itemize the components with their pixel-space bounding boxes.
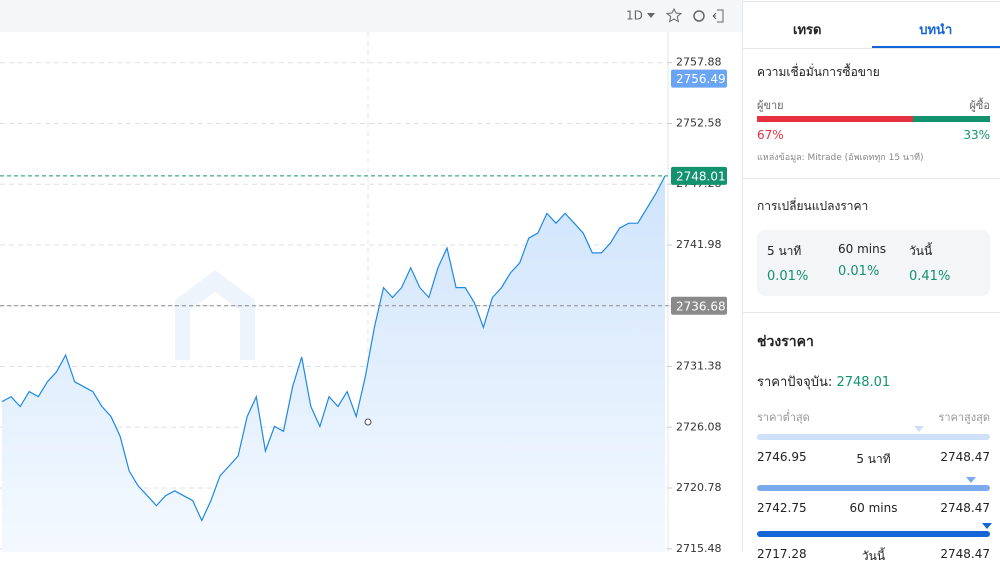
current-marker (966, 477, 976, 483)
sell-label: ผู้ขาย (757, 96, 784, 114)
period: 60 mins (838, 242, 909, 256)
range-low: 2742.75 (757, 501, 807, 515)
y-tick-label: 2741.98 (676, 238, 722, 251)
change-value: 0.01% (767, 269, 838, 284)
tab[interactable]: เทรด (743, 16, 872, 48)
side-panel: เทรด บทนำ ความเชื่อมั่นการซื้อขาย ผู้ขาย… (742, 0, 1000, 552)
change-value: 0.41% (909, 269, 980, 284)
range-low: 2746.95 (757, 450, 807, 469)
section-title: ความเชื่อมั่นการซื้อขาย (757, 63, 990, 82)
price-tag-label: 2748.01 (676, 169, 726, 183)
cursor-point (365, 419, 371, 425)
page: 1D 2757.882752.582747.282741.982736.6827… (0, 0, 1000, 552)
current-marker (914, 426, 924, 432)
range-bar (757, 434, 990, 440)
section-title: การเปลี่ยนแปลงราคา (757, 197, 990, 216)
tabs: เทรด บทนำ (743, 1, 1000, 49)
range-track (757, 430, 990, 440)
sentiment-bar (757, 116, 990, 122)
range-track (757, 481, 990, 491)
range-bar (757, 485, 990, 491)
range-high: 2748.47 (940, 501, 990, 515)
current-price: 2748.01 (836, 375, 890, 390)
y-tick-label: 2757.88 (676, 56, 722, 69)
source: แหล่งข้อมูล: Mitrade (อัพเดททุก 15 นาที) (757, 150, 990, 164)
range-bar (757, 531, 990, 537)
range-period: 60 mins (850, 501, 898, 515)
range-low: 2717.28 (757, 547, 807, 566)
current-marker (982, 523, 992, 529)
interval[interactable]: 1D (626, 9, 643, 23)
price-tag-label: 2756.49 (676, 72, 726, 86)
range-track (757, 527, 990, 537)
period: 5 นาที (767, 242, 838, 261)
tab-active[interactable]: บทนำ (872, 16, 1000, 48)
section-title: ช่วงราคา (757, 331, 990, 353)
buy-bar (913, 116, 990, 122)
area (2, 176, 665, 552)
period: วันนี้ (909, 242, 980, 261)
chart: 1D 2757.882752.582747.282741.982736.6827… (0, 0, 742, 552)
range-period: 5 นาที (856, 450, 890, 469)
price-tag-label: 2736.68 (676, 299, 726, 313)
y-tick-label: 2715.48 (676, 542, 722, 552)
high-label: ราคาสูงสุด (938, 408, 990, 426)
y-tick-label: 2752.58 (676, 116, 722, 129)
watermark (175, 270, 255, 360)
sell-percent: 67% (757, 128, 784, 142)
current-label: ราคาปัจจุบัน: (757, 375, 832, 390)
y-tick-label: 2720.78 (676, 481, 722, 494)
range-period: วันนี้ (862, 547, 885, 566)
y-tick-label: 2726.08 (676, 420, 722, 433)
low-label: ราคาต่ำสุด (757, 408, 810, 426)
buy-percent: 33% (963, 128, 990, 142)
y-tick-label: 2731.38 (676, 360, 722, 373)
range-high: 2748.47 (940, 450, 990, 469)
buy-label: ผู้ซื้อ (969, 96, 990, 114)
sell-bar (757, 116, 913, 122)
range-high: 2748.47 (940, 547, 990, 566)
change-value: 0.01% (838, 264, 909, 279)
